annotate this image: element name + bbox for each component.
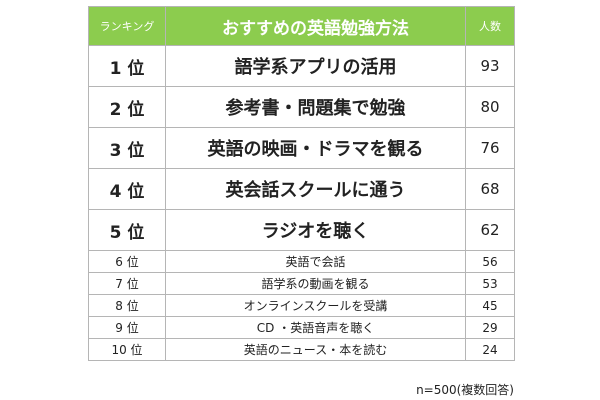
rank-cell: 4 位 — [88, 168, 166, 210]
table-row: 7 位語学系の動画を観る 53 — [88, 272, 515, 295]
count-cell: 93 — [465, 45, 515, 87]
rank-cell: 7 位 — [88, 272, 166, 295]
method-cell: CD ・英語音声を聴く — [165, 316, 466, 339]
rank-cell: 8 位 — [88, 294, 166, 317]
table-row: 8 位オンラインスクールを受講 45 — [88, 294, 515, 317]
table-row: 6 位英語で会話 56 — [88, 250, 515, 273]
method-cell: 英会話スクールに通う — [165, 168, 466, 210]
header-row: ランキング おすすめの英語勉強方法 人数 — [88, 6, 515, 46]
method-cell: 英語で会話 — [165, 250, 466, 273]
table-row: 3 位英語の映画・ドラマを観る 76 — [88, 127, 515, 169]
rank-cell: 1 位 — [88, 45, 166, 87]
count-cell: 62 — [465, 209, 515, 251]
header-method: おすすめの英語勉強方法 — [165, 6, 466, 46]
rank-cell: 10 位 — [88, 338, 166, 361]
table-row: 1 位語学系アプリの活用 93 — [88, 45, 515, 87]
method-cell: 英語のニュース・本を読む — [165, 338, 466, 361]
table-row: 5 位ラジオを聴く 62 — [88, 209, 515, 251]
rank-cell: 2 位 — [88, 86, 166, 128]
method-cell: ラジオを聴く — [165, 209, 466, 251]
method-cell: オンラインスクールを受講 — [165, 294, 466, 317]
method-cell: 英語の映画・ドラマを観る — [165, 127, 466, 169]
method-cell: 参考書・問題集で勉強 — [165, 86, 466, 128]
ranking-table: ランキング おすすめの英語勉強方法 人数 1 位語学系アプリの活用 93 2 位参考… — [88, 6, 515, 361]
table-row: 2 位参考書・問題集で勉強 80 — [88, 86, 515, 128]
count-cell: 53 — [465, 272, 515, 295]
count-cell: 24 — [465, 338, 515, 361]
rank-cell: 9 位 — [88, 316, 166, 339]
count-cell: 56 — [465, 250, 515, 273]
count-cell: 29 — [465, 316, 515, 339]
method-cell: 語学系アプリの活用 — [165, 45, 466, 87]
sample-note: n=500(複数回答) — [416, 383, 514, 397]
rank-cell: 5 位 — [88, 209, 166, 251]
header-rank: ランキング — [88, 6, 166, 46]
count-cell: 76 — [465, 127, 515, 169]
count-cell: 45 — [465, 294, 515, 317]
rank-cell: 6 位 — [88, 250, 166, 273]
table-row: 9 位 CD ・英語音声を聴く 29 — [88, 316, 515, 339]
method-cell: 語学系の動画を観る — [165, 272, 466, 295]
table-row: 10 位英語のニュース・本を読む 24 — [88, 338, 515, 361]
table-body: 1 位語学系アプリの活用 93 2 位参考書・問題集で勉強 80 3 位英語の映画・ドラ… — [88, 45, 515, 361]
table-row: 4 位英会話スクールに通う 68 — [88, 168, 515, 210]
count-cell: 80 — [465, 86, 515, 128]
rank-cell: 3 位 — [88, 127, 166, 169]
header-count: 人数 — [465, 6, 515, 46]
count-cell: 68 — [465, 168, 515, 210]
